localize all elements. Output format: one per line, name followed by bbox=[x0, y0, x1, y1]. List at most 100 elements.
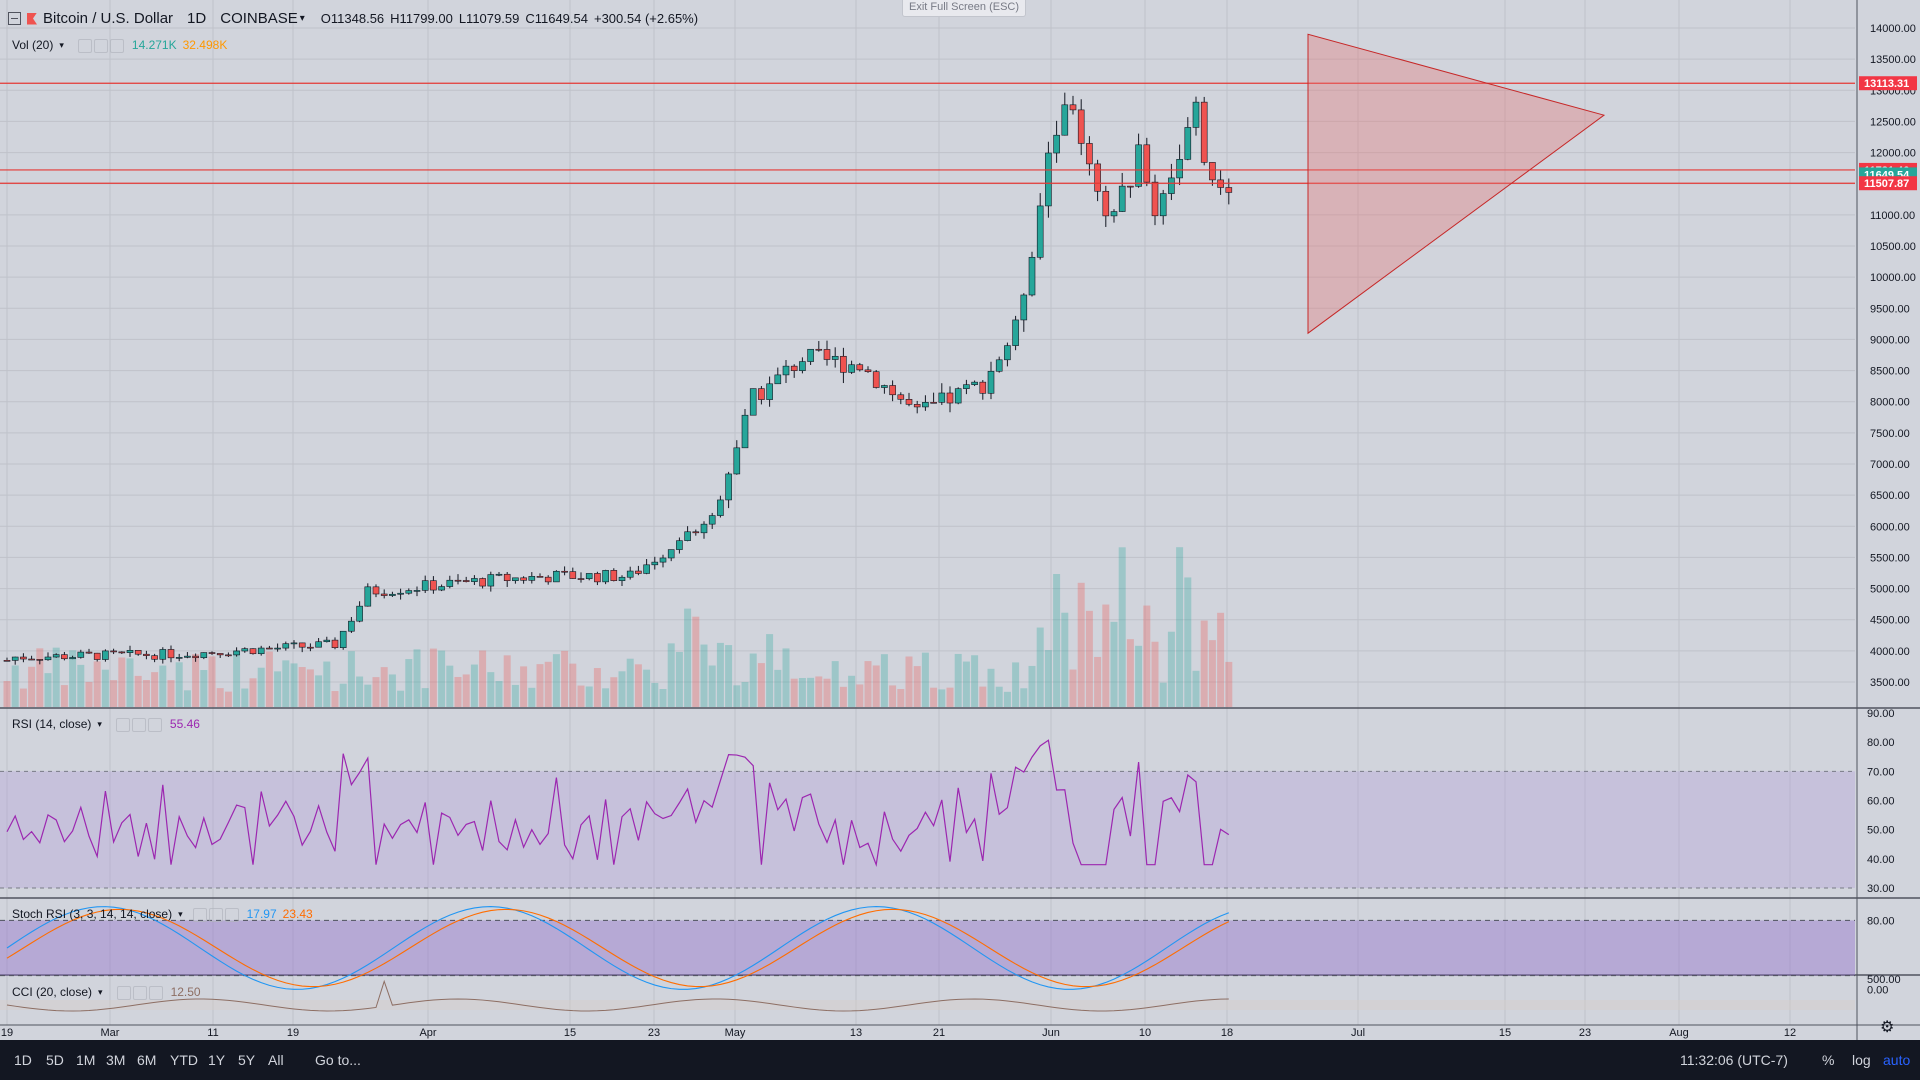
volume-bar bbox=[1044, 650, 1052, 707]
stoch-label[interactable]: Stoch RSI (3, 3, 14, 14, close) bbox=[12, 907, 173, 922]
candle-body bbox=[208, 652, 216, 654]
range-button-5d[interactable]: 5D bbox=[46, 1052, 64, 1068]
candle-body bbox=[602, 570, 609, 583]
price-tick-label: 11000.00 bbox=[1870, 210, 1915, 222]
indicator-controls-icon[interactable] bbox=[115, 717, 164, 732]
cci-label[interactable]: CCI (20, close) bbox=[12, 985, 93, 1000]
volume-bar bbox=[28, 666, 36, 707]
candle-body bbox=[626, 570, 634, 578]
indicator-controls-icon[interactable] bbox=[192, 907, 241, 922]
chart-canvas[interactable]: 90.00 80.00 70.00 60.00 50.00 40.00 30.00 80.00… bbox=[0, 0, 1920, 1040]
chevron-down-icon[interactable]: ▾ bbox=[59, 39, 64, 50]
symbol-exchange[interactable]: COINBASE bbox=[220, 10, 298, 27]
candle-body bbox=[651, 561, 659, 566]
log-toggle[interactable]: log bbox=[1852, 1052, 1871, 1068]
candle-body bbox=[200, 652, 208, 659]
range-button-1y[interactable]: 1Y bbox=[208, 1052, 226, 1068]
price-badge bbox=[1859, 76, 1917, 91]
indicator-controls-icon[interactable] bbox=[116, 985, 165, 1000]
candle-body bbox=[922, 402, 929, 408]
triangle-drawing[interactable] bbox=[1307, 33, 1606, 335]
volume-bar bbox=[1200, 620, 1208, 707]
rsi-band bbox=[0, 770, 1855, 889]
volume-bar bbox=[757, 663, 765, 707]
candle-body bbox=[184, 655, 191, 658]
exit-fullscreen-hint[interactable]: Exit Full Screen (ESC) bbox=[902, 0, 1027, 17]
candle-body bbox=[52, 654, 60, 658]
stoch-lines bbox=[6, 906, 1230, 990]
candle-body bbox=[692, 531, 700, 534]
candle-body bbox=[897, 394, 905, 400]
volume-bar bbox=[142, 679, 150, 707]
range-button-5y[interactable]: 5Y bbox=[238, 1052, 256, 1068]
range-button-3m[interactable]: 3M bbox=[106, 1052, 126, 1068]
volume-bar bbox=[298, 667, 306, 707]
volume-bar bbox=[60, 685, 68, 707]
candle-body bbox=[815, 348, 823, 351]
candle-body bbox=[536, 576, 544, 578]
clock[interactable]: 11:32:06 (UTC-7) bbox=[1680, 1052, 1788, 1068]
chevron-down-icon[interactable]: ▾ bbox=[97, 718, 102, 729]
candle-body bbox=[1118, 185, 1126, 212]
percent-toggle[interactable]: % bbox=[1822, 1052, 1835, 1068]
volume-bar bbox=[1061, 612, 1069, 707]
candle-body bbox=[995, 359, 1003, 372]
gear-icon[interactable]: ⚙ bbox=[1880, 1019, 1895, 1036]
volume-bar bbox=[528, 687, 536, 707]
horizontal-lines[interactable] bbox=[0, 82, 1855, 184]
volume-bar bbox=[905, 656, 913, 707]
candle-body bbox=[856, 364, 864, 371]
price-axis[interactable]: 90.00 80.00 70.00 60.00 50.00 40.00 30.00 80.00… bbox=[1859, 23, 1917, 996]
rsi-label[interactable]: RSI (14, close) bbox=[12, 717, 92, 732]
pane-separators[interactable] bbox=[0, 0, 1920, 1040]
symbol-interval[interactable]: 1D bbox=[187, 10, 207, 27]
volume-bar bbox=[1126, 639, 1134, 707]
ohlc-low: L11079.59 bbox=[458, 11, 520, 26]
volume-bar bbox=[848, 675, 856, 707]
range-button-6m[interactable]: 6M bbox=[137, 1052, 157, 1068]
candle-body bbox=[577, 578, 585, 580]
candle-body bbox=[241, 648, 249, 652]
candle-body bbox=[733, 447, 741, 475]
time-tick-label: May bbox=[725, 1027, 746, 1039]
candle-body bbox=[348, 620, 355, 632]
range-button-1m[interactable]: 1M bbox=[76, 1052, 96, 1068]
symbol-title[interactable]: Bitcoin / U.S. Dollar bbox=[43, 10, 174, 27]
volume-bar bbox=[708, 665, 716, 707]
stoch-d-value: 23.43 bbox=[282, 907, 313, 922]
candle-body bbox=[840, 355, 847, 373]
volume-bar bbox=[1225, 661, 1233, 707]
candle-body bbox=[356, 605, 363, 622]
range-button-1d[interactable]: 1D bbox=[14, 1052, 32, 1068]
goto-button[interactable]: Go to... bbox=[315, 1052, 361, 1068]
candle-body bbox=[77, 651, 85, 658]
range-button-ytd[interactable]: YTD bbox=[170, 1052, 198, 1068]
candle-body bbox=[110, 650, 117, 653]
time-axis[interactable]: 19 Mar 11 19 Apr 15 23 May 13 21 Jun 10 18 Jul 15 23 Aug… bbox=[1, 1027, 1796, 1039]
candle-body bbox=[1061, 104, 1069, 136]
price-tick-label: 12000.00 bbox=[1870, 148, 1916, 160]
volume-bar bbox=[372, 677, 380, 707]
volume-bar bbox=[552, 654, 560, 707]
auto-toggle[interactable]: auto bbox=[1883, 1052, 1911, 1068]
price-tick-label: 6000.00 bbox=[1870, 521, 1910, 533]
volume-bar bbox=[544, 661, 552, 707]
candle-body bbox=[708, 515, 716, 525]
price-tick-label: 7500.00 bbox=[1870, 428, 1910, 440]
volume-bar bbox=[569, 663, 577, 707]
volume-bar bbox=[397, 690, 405, 707]
minus-square-icon[interactable] bbox=[8, 12, 21, 25]
chevron-down-icon[interactable]: ▾ bbox=[178, 908, 183, 919]
range-button-all[interactable]: All bbox=[268, 1052, 284, 1068]
volume-bar bbox=[798, 677, 806, 707]
candle-body bbox=[872, 371, 880, 388]
volume-bar bbox=[684, 608, 692, 707]
indicator-controls-icon[interactable] bbox=[77, 38, 126, 53]
volume-bar bbox=[700, 644, 708, 707]
chevron-down-icon[interactable]: ▾ bbox=[98, 986, 103, 997]
volume-label[interactable]: Vol (20) bbox=[12, 38, 54, 53]
candle-body bbox=[216, 653, 224, 656]
candle-body bbox=[20, 656, 27, 660]
volume-bar bbox=[118, 657, 126, 707]
chevron-down-icon[interactable]: ▾ bbox=[299, 13, 305, 24]
